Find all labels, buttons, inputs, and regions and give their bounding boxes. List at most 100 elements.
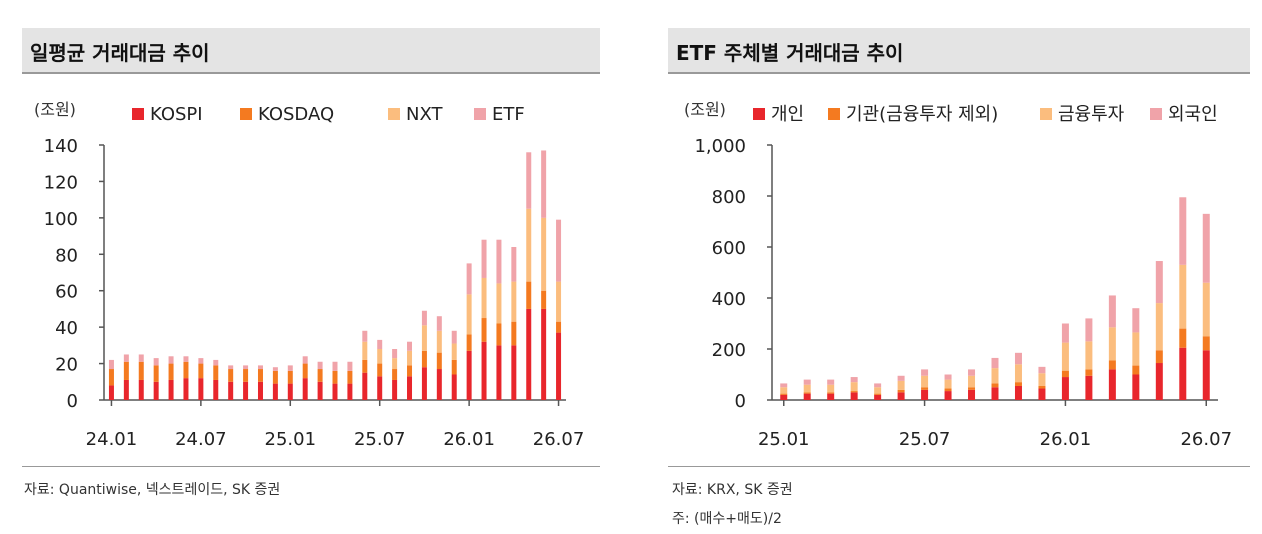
bar-segment bbox=[991, 357, 999, 369]
right-chart-title: ETF 주체별 거래대금 추이 bbox=[676, 41, 904, 65]
bar-segment bbox=[287, 383, 293, 400]
bar-segment bbox=[944, 374, 952, 380]
legend-swatch bbox=[1150, 108, 1162, 120]
bar-segment bbox=[377, 349, 383, 364]
bar-segment bbox=[526, 152, 532, 209]
bar-segment bbox=[332, 383, 338, 400]
y-tick-label: 800 bbox=[712, 187, 746, 208]
legend-swatch bbox=[132, 108, 144, 120]
bar-segment bbox=[436, 330, 442, 353]
x-tick-label: 25.01 bbox=[758, 429, 810, 450]
bar-segment bbox=[377, 339, 383, 349]
bar-segment bbox=[436, 352, 442, 370]
x-tick-label: 26.07 bbox=[1180, 429, 1232, 450]
bar-segment bbox=[1179, 264, 1187, 329]
y-tick-label: 120 bbox=[44, 172, 78, 193]
bar-segment bbox=[897, 389, 905, 393]
bar-segment bbox=[392, 379, 398, 400]
bar-segment bbox=[466, 350, 472, 400]
bar-segment bbox=[526, 308, 532, 400]
bar-segment bbox=[168, 363, 174, 380]
bar-segment bbox=[968, 387, 976, 390]
bar-segment bbox=[496, 323, 502, 346]
bar-segment bbox=[317, 381, 323, 400]
y-tick-label: 140 bbox=[44, 136, 78, 157]
bar-segment bbox=[183, 378, 189, 400]
bar-segment bbox=[1085, 375, 1093, 400]
bar-segment bbox=[1014, 382, 1022, 386]
legend-swatch bbox=[753, 108, 765, 120]
bar-segment bbox=[1108, 369, 1116, 400]
bar-segment bbox=[556, 321, 562, 333]
bar-segment bbox=[421, 367, 427, 400]
x-tick-label: 26.01 bbox=[1040, 429, 1092, 450]
bar-segment bbox=[287, 370, 293, 384]
bar-segment bbox=[874, 394, 882, 400]
bar-segment bbox=[1014, 352, 1022, 365]
bar-segment bbox=[123, 354, 129, 362]
unit-label: (조원) bbox=[684, 100, 726, 119]
bar-segment bbox=[198, 378, 204, 400]
bar-segment bbox=[968, 369, 976, 376]
bar-segment bbox=[780, 394, 788, 400]
x-tick-label: 26.01 bbox=[443, 429, 495, 450]
bar-segment bbox=[272, 367, 278, 371]
right-source: 자료: KRX, SK 증권 bbox=[672, 482, 793, 498]
bar-segment bbox=[921, 369, 929, 376]
bar-segment bbox=[1085, 369, 1093, 376]
bar-segment bbox=[968, 389, 976, 400]
bar-segment bbox=[243, 381, 249, 400]
bar-segment bbox=[921, 389, 929, 400]
bar-segment bbox=[421, 325, 427, 351]
bar-segment bbox=[332, 370, 338, 384]
bar-segment bbox=[874, 387, 882, 394]
y-tick-label: 40 bbox=[55, 318, 78, 339]
bar-segment bbox=[407, 350, 413, 366]
bar-segment bbox=[850, 391, 858, 393]
right-note: 주: (매수+매도)/2 bbox=[672, 511, 782, 527]
y-tick-label: 100 bbox=[44, 209, 78, 230]
y-tick-label: 600 bbox=[712, 238, 746, 259]
bar-segment bbox=[481, 239, 487, 278]
legend-label: KOSPI bbox=[150, 104, 203, 125]
bar-segment bbox=[803, 392, 811, 394]
bar-segment bbox=[556, 219, 562, 282]
bar-segment bbox=[780, 387, 788, 394]
bar-segment bbox=[272, 370, 278, 384]
bar-segment bbox=[257, 381, 263, 400]
y-tick-label: 80 bbox=[55, 245, 78, 266]
x-tick-label: 24.01 bbox=[86, 429, 138, 450]
bar-segment bbox=[496, 239, 502, 284]
bar-segment bbox=[850, 382, 858, 392]
bar-segment bbox=[481, 341, 487, 400]
bar-segment bbox=[897, 392, 905, 400]
bar-segment bbox=[362, 341, 368, 360]
bar-segment bbox=[850, 377, 858, 383]
bar-segment bbox=[1132, 365, 1140, 375]
bar-segment bbox=[496, 345, 502, 400]
bar-segment bbox=[1061, 370, 1069, 378]
y-tick-label: 1,000 bbox=[694, 136, 746, 157]
bar-segment bbox=[108, 385, 114, 400]
bar-segment bbox=[511, 321, 517, 346]
bar-segment bbox=[496, 283, 502, 324]
left-footer-line bbox=[22, 466, 600, 467]
bar-segment bbox=[556, 332, 562, 400]
legend-swatch bbox=[388, 108, 400, 120]
x-tick-label: 25.01 bbox=[265, 429, 317, 450]
bar-segment bbox=[138, 354, 144, 362]
bar-segment bbox=[1202, 350, 1210, 400]
bar-segment bbox=[347, 370, 353, 384]
bar-segment bbox=[138, 379, 144, 400]
legend-swatch bbox=[240, 108, 252, 120]
bar-segment bbox=[451, 343, 457, 360]
bar-segment bbox=[317, 361, 323, 370]
right-title-bar: ETF 주체별 거래대금 추이 bbox=[668, 28, 1250, 74]
legend-label: ETF bbox=[492, 104, 525, 125]
legend-label: 외국인 bbox=[1168, 104, 1218, 125]
bar-segment bbox=[1179, 347, 1187, 400]
bar-segment bbox=[1085, 318, 1093, 342]
bar-segment bbox=[421, 350, 427, 368]
bar-segment bbox=[1202, 213, 1210, 283]
bar-segment bbox=[213, 379, 219, 400]
